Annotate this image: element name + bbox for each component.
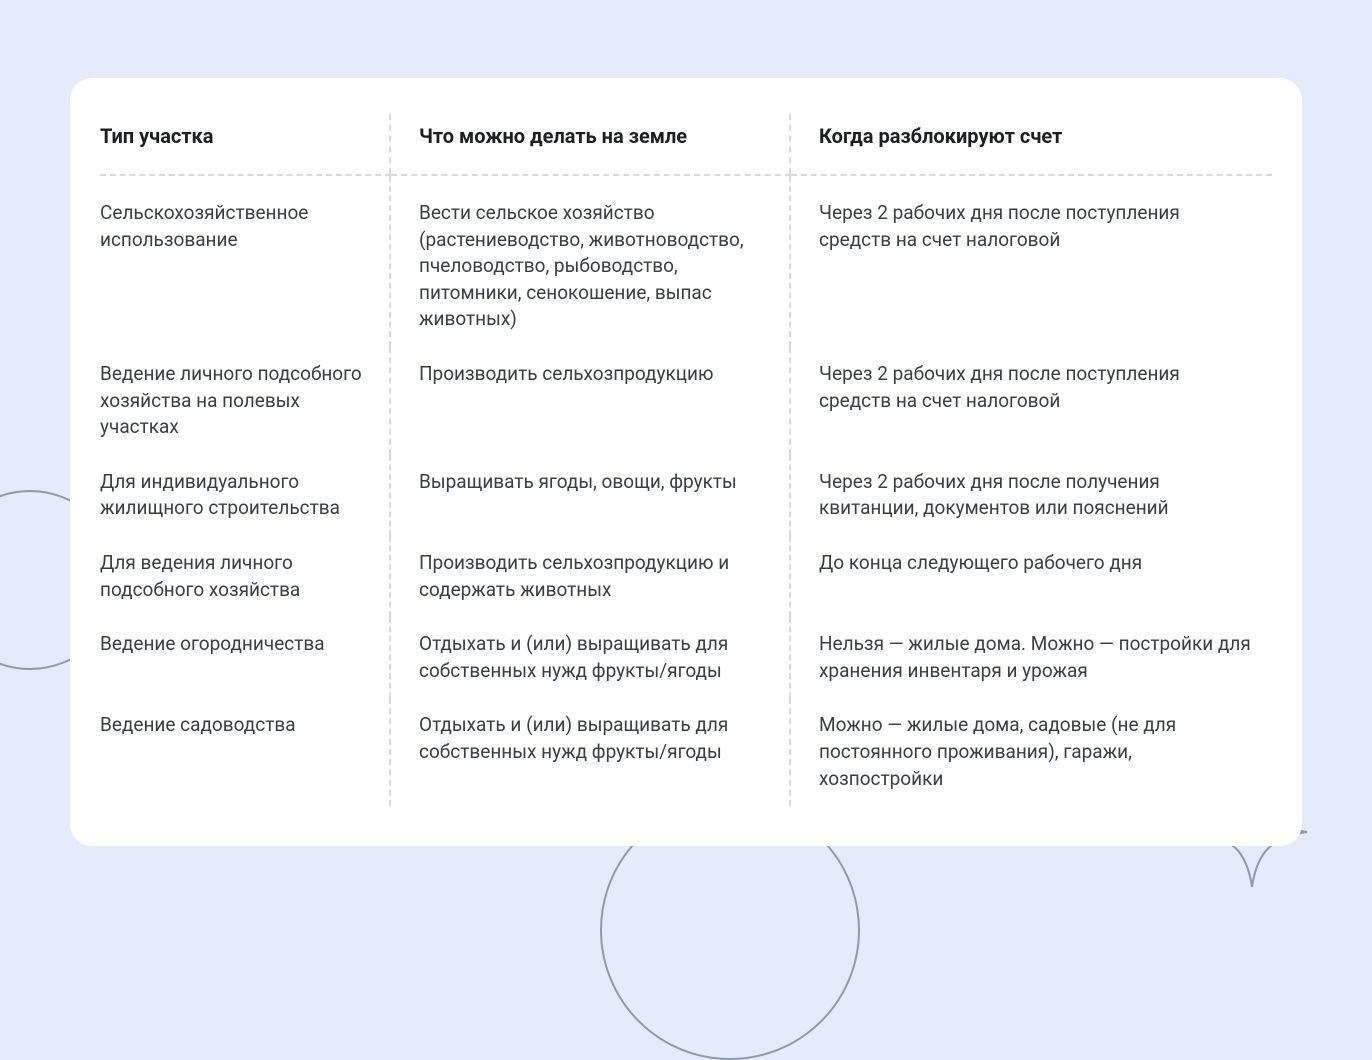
- cell-activity: Выращивать ягоды, овощи, фрукты: [390, 455, 790, 536]
- table-card: Тип участка Что можно делать на земле Ко…: [70, 78, 1302, 846]
- cell-activity: Отдыхать и (или) выращивать для собствен…: [390, 698, 790, 806]
- land-use-table: Тип участка Что можно делать на земле Ко…: [100, 114, 1272, 806]
- cell-type: Для индивидуального жилищного строительс…: [100, 455, 390, 536]
- cell-type: Ведение огородничества: [100, 617, 390, 698]
- cell-activity: Вести сельское хозяйство (растениеводств…: [390, 175, 790, 347]
- table-row: Сельскохозяйственное использование Вести…: [100, 175, 1272, 347]
- table-row: Ведение личного подсобного хозяйства на …: [100, 347, 1272, 455]
- cell-activity: Производить сельхозпродукцию: [390, 347, 790, 455]
- table-header-row: Тип участка Что можно делать на земле Ко…: [100, 114, 1272, 175]
- cell-unblock: Можно — жилые дома, садовые (не для пост…: [790, 698, 1272, 806]
- col-header-unblock: Когда разблокируют счет: [790, 114, 1272, 175]
- col-header-activity: Что можно делать на земле: [390, 114, 790, 175]
- cell-activity: Производить сельхозпродукцию и содержать…: [390, 536, 790, 617]
- table-row: Ведение огородничества Отдыхать и (или) …: [100, 617, 1272, 698]
- cell-unblock: Через 2 рабочих дня после поступления ср…: [790, 347, 1272, 455]
- table-row: Ведение садоводства Отдыхать и (или) выр…: [100, 698, 1272, 806]
- cell-activity: Отдыхать и (или) выращивать для собствен…: [390, 617, 790, 698]
- col-header-type: Тип участка: [100, 114, 390, 175]
- table-row: Для ведения личного подсобного хозяйства…: [100, 536, 1272, 617]
- cell-type: Сельскохозяйственное использование: [100, 175, 390, 347]
- table-row: Для индивидуального жилищного строительс…: [100, 455, 1272, 536]
- cell-unblock: Через 2 рабочих дня после поступления ср…: [790, 175, 1272, 347]
- cell-type: Ведение садоводства: [100, 698, 390, 806]
- cell-unblock: Через 2 рабочих дня после получения квит…: [790, 455, 1272, 536]
- cell-unblock: До конца следующего рабочего дня: [790, 536, 1272, 617]
- cell-type: Ведение личного подсобного хозяйства на …: [100, 347, 390, 455]
- cell-unblock: Нельзя — жилые дома. Можно — постройки д…: [790, 617, 1272, 698]
- cell-type: Для ведения личного подсобного хозяйства: [100, 536, 390, 617]
